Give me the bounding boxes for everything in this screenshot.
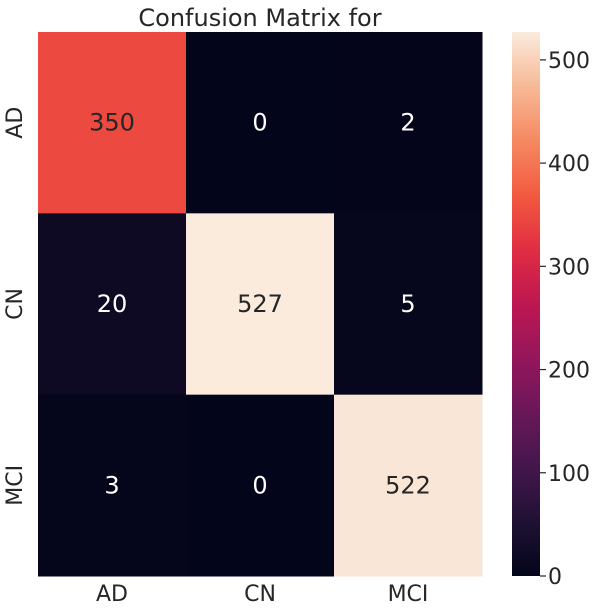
cell-value-label: 0 xyxy=(252,109,267,137)
heatmap-cell xyxy=(334,213,483,396)
colorbar-tick-label: 400 xyxy=(548,152,590,177)
y-tick-label: MCI xyxy=(3,465,28,506)
y-tick-label: AD xyxy=(3,107,28,139)
heatmap-cell xyxy=(186,32,335,214)
heatmap-cell xyxy=(334,394,483,577)
y-tick-labels: AD CN MCI xyxy=(3,107,28,506)
heatmap-cell xyxy=(186,213,335,396)
heatmap-cell xyxy=(38,213,187,396)
x-tick-labels: AD CN MCI xyxy=(96,582,428,607)
cell-value-label: 20 xyxy=(97,290,128,318)
cell-value-label: 2 xyxy=(400,109,415,137)
colorbar-tick-label: 500 xyxy=(548,49,590,74)
colorbar-tick-label: 100 xyxy=(548,462,590,487)
heatmap-cell xyxy=(186,394,335,577)
colorbar xyxy=(512,32,540,576)
heatmap-cells xyxy=(38,32,483,577)
cell-value-label: 522 xyxy=(385,471,431,499)
cell-value-label: 527 xyxy=(237,290,283,318)
cell-value-label: 0 xyxy=(252,471,267,499)
x-tick-label: AD xyxy=(96,582,128,607)
heatmap-cell xyxy=(38,32,187,214)
cell-value-label: 5 xyxy=(400,290,415,318)
cell-annotations: 350 0 2 20 527 5 3 0 522 xyxy=(89,109,431,500)
cell-value-label: 3 xyxy=(104,471,119,499)
colorbar-tick-label: 200 xyxy=(548,359,590,384)
colorbar-tick-label: 0 xyxy=(548,565,562,590)
colorbar-ticks: 0 100 200 300 400 500 xyxy=(540,49,590,590)
x-tick-label: CN xyxy=(244,582,276,607)
y-tick-label: CN xyxy=(3,288,28,320)
chart-title: Confusion Matrix for xyxy=(138,4,381,32)
colorbar-tick-label: 300 xyxy=(548,255,590,280)
cell-value-label: 350 xyxy=(89,109,135,137)
x-tick-label: MCI xyxy=(388,582,429,607)
heatmap-cell xyxy=(334,32,483,214)
heatmap-cell xyxy=(38,394,187,577)
